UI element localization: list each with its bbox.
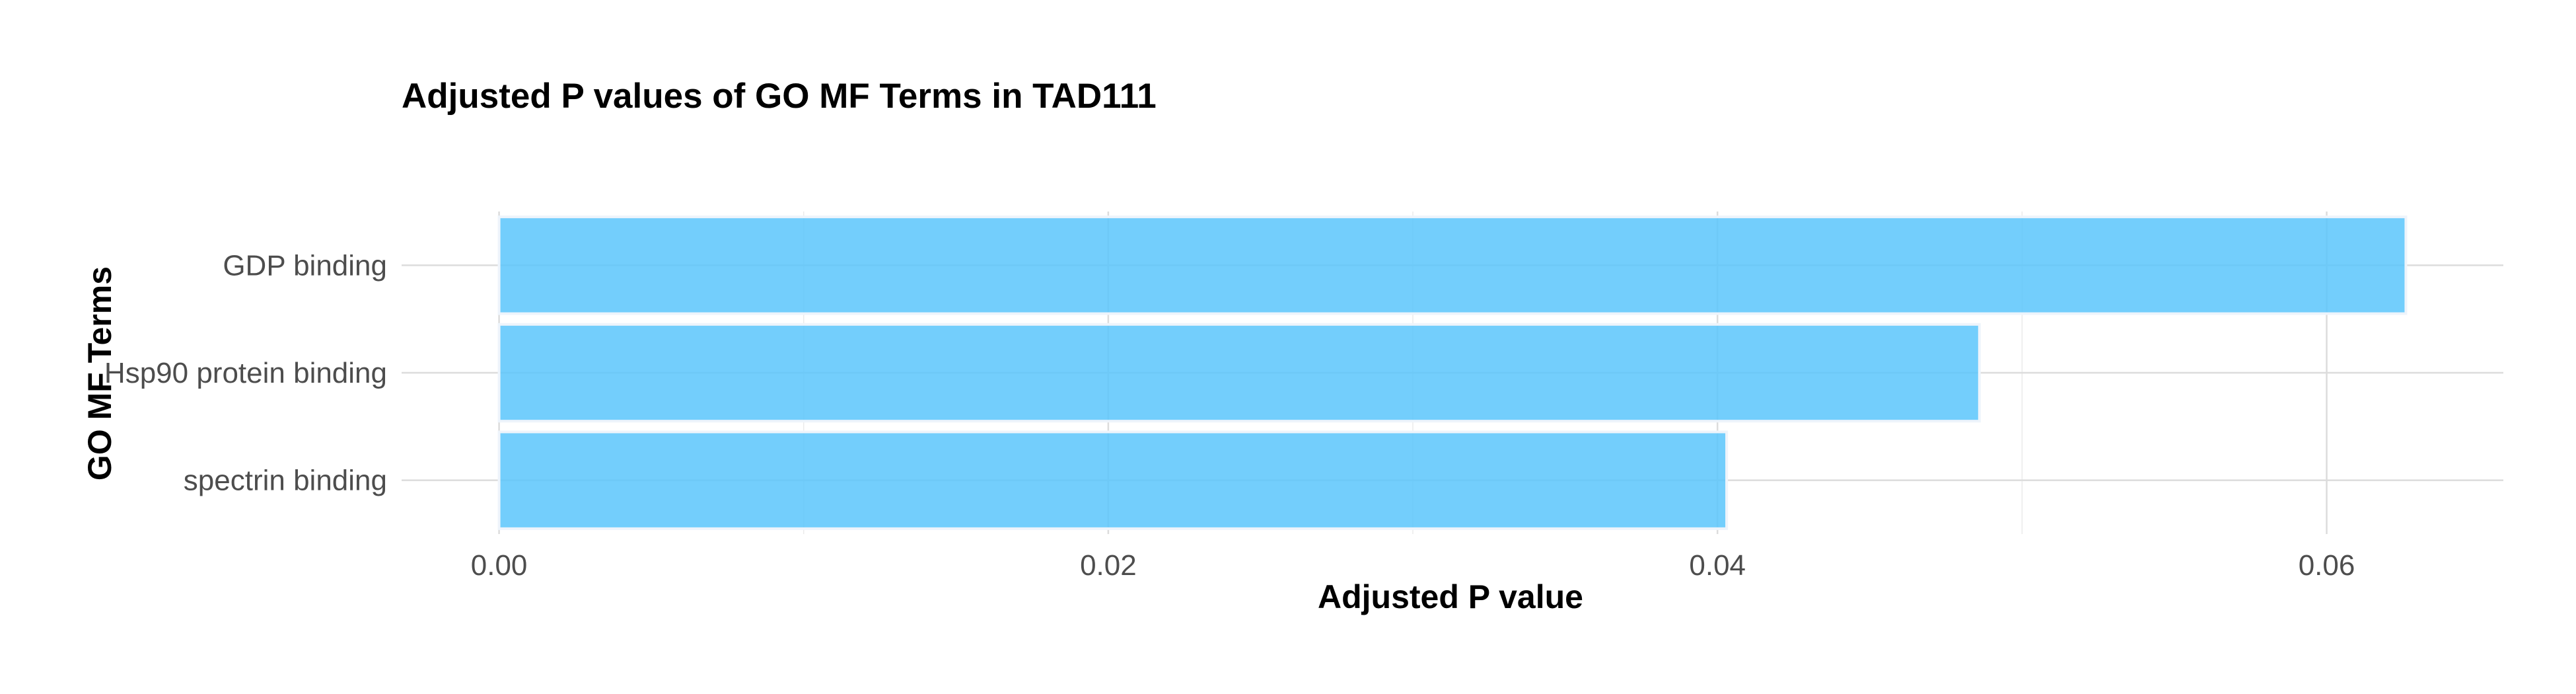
x-tick-label: 0.00 <box>471 549 528 582</box>
bar <box>497 215 2408 315</box>
bars <box>497 215 2408 530</box>
x-axis-tick-labels: 0.00 0.02 0.04 0.06 <box>471 549 2355 582</box>
y-axis-title: GO MF Terms <box>81 266 118 481</box>
chart-title: Adjusted P values of GO MF Terms in TAD1… <box>402 77 1157 116</box>
bar <box>497 430 1729 530</box>
y-axis-tick-labels: GDP binding Hsp90 protein binding spectrin… <box>104 249 387 496</box>
bar <box>497 323 1981 423</box>
y-tick-label: GDP binding <box>223 249 387 282</box>
y-tick-label: Hsp90 protein binding <box>104 357 387 389</box>
x-tick-label: 0.02 <box>1080 549 1137 582</box>
x-axis-title: Adjusted P value <box>1318 578 1583 615</box>
x-tick-label: 0.06 <box>2299 549 2355 582</box>
x-tick-label: 0.04 <box>1689 549 1746 582</box>
y-tick-label: spectrin binding <box>184 465 387 497</box>
